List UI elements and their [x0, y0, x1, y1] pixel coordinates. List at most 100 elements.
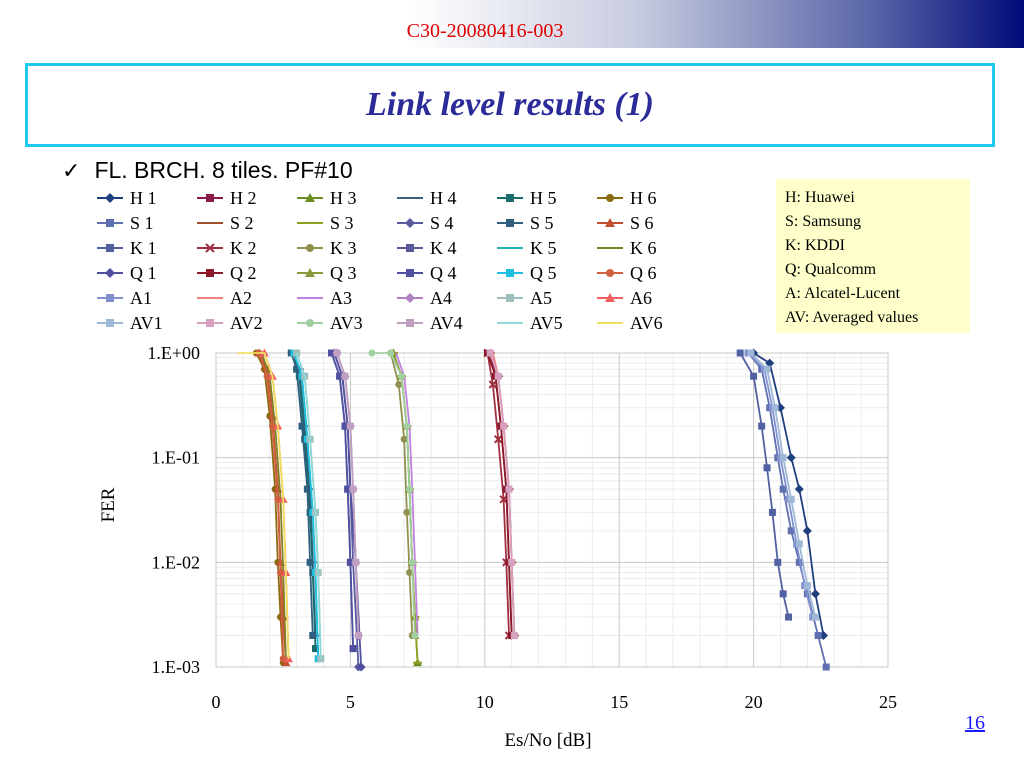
data-point [406, 319, 414, 327]
data-point [354, 631, 362, 639]
series-line [258, 352, 285, 659]
data-point [802, 526, 812, 536]
data-point [403, 422, 411, 430]
data-point [206, 269, 214, 277]
data-point [305, 222, 315, 224]
data-point [268, 422, 276, 430]
data-point [317, 655, 325, 663]
data-point [787, 527, 795, 535]
x-tick-label: 15 [610, 692, 628, 712]
page-number-link[interactable]: 16 [965, 712, 985, 734]
data-point [822, 663, 830, 671]
legend-label: K 5 [530, 238, 557, 258]
data-point [763, 464, 771, 472]
series-line [753, 352, 825, 636]
data-point [311, 645, 319, 653]
data-point [763, 365, 771, 373]
data-point [105, 193, 115, 203]
data-point [505, 485, 513, 493]
legend-label: H 4 [430, 188, 457, 208]
series-line [295, 352, 322, 659]
legend-label: A3 [330, 288, 352, 308]
legend-label: Q 6 [630, 263, 657, 283]
data-point [368, 349, 376, 357]
legend-label: AV2 [230, 313, 263, 333]
data-point [810, 589, 820, 599]
data-point [305, 193, 315, 202]
data-point [346, 558, 354, 566]
x-tick-label: 0 [212, 692, 221, 712]
x-tick-label: 20 [745, 692, 763, 712]
legend-label: Q 2 [230, 263, 257, 283]
data-point [494, 372, 502, 380]
legend-label: K 4 [430, 238, 457, 258]
legend-label: A6 [630, 288, 652, 308]
series-line [489, 352, 516, 636]
legend-label: K 1 [130, 238, 157, 258]
series-line [750, 352, 817, 618]
data-point [787, 495, 795, 503]
data-point [405, 197, 415, 199]
data-point [500, 422, 508, 430]
data-point [506, 269, 514, 277]
data-point [206, 319, 214, 327]
data-point [406, 269, 414, 277]
data-point [774, 558, 782, 566]
y-tick-label: 1.E-01 [152, 448, 201, 468]
slide-title: Link level results (1) [365, 86, 655, 123]
data-point [779, 590, 787, 598]
data-point [352, 558, 360, 566]
legend-label: S 2 [230, 213, 254, 233]
data-point [309, 631, 317, 639]
data-point [794, 484, 804, 494]
data-point [303, 485, 311, 493]
legend-label: S 3 [330, 213, 354, 233]
data-point [488, 380, 498, 389]
data-point [395, 381, 403, 389]
series-line [293, 352, 320, 659]
data-point [346, 422, 354, 430]
data-point [408, 558, 416, 566]
data-point [510, 631, 518, 639]
data-point [768, 508, 776, 516]
y-tick-label: 1.E-02 [152, 552, 201, 572]
data-point [606, 269, 614, 277]
data-point [605, 293, 615, 302]
data-point [341, 422, 349, 430]
data-point [606, 194, 614, 202]
series-line [330, 352, 354, 649]
legend-label: S 6 [630, 213, 654, 233]
abbreviation-item: Q: Qualcomm [785, 261, 877, 278]
legend-label: A2 [230, 288, 252, 308]
data-point [406, 244, 414, 252]
series-line [395, 352, 419, 636]
data-point [814, 631, 822, 639]
legend-label: AV4 [430, 313, 463, 333]
data-point [400, 435, 408, 443]
data-point [494, 435, 503, 444]
data-point [786, 453, 796, 463]
y-axis-label: FER [98, 487, 119, 522]
data-point [405, 293, 415, 303]
data-point [387, 349, 395, 357]
data-point [413, 661, 423, 664]
document-id: C30-20080416-003 [406, 20, 564, 42]
y-tick-label: 1.E+00 [147, 343, 200, 363]
fer-chart: 1.E+00 1.E-01 1.E-02 1.E-03 0 5 10 15 20 25 Es/No … [97, 188, 897, 751]
title-box: Link level results (1) [25, 63, 995, 147]
data-point [205, 222, 215, 224]
bullet-point: ✓ FL. BRCH. 8 tiles. PF#10 [62, 157, 353, 184]
data-point [758, 422, 766, 430]
data-point [279, 655, 287, 663]
legend-label: Q 4 [430, 263, 457, 283]
abbreviation-item: S: Samsung [785, 213, 862, 230]
legend-label: H 3 [330, 188, 357, 208]
data-point [750, 372, 758, 380]
x-tick-label: 10 [476, 692, 494, 712]
data-point [785, 613, 793, 621]
data-point [605, 218, 615, 227]
legend-label: AV3 [330, 313, 363, 333]
legend-label: S 4 [430, 213, 454, 233]
data-point [506, 294, 514, 302]
data-point [506, 194, 514, 202]
